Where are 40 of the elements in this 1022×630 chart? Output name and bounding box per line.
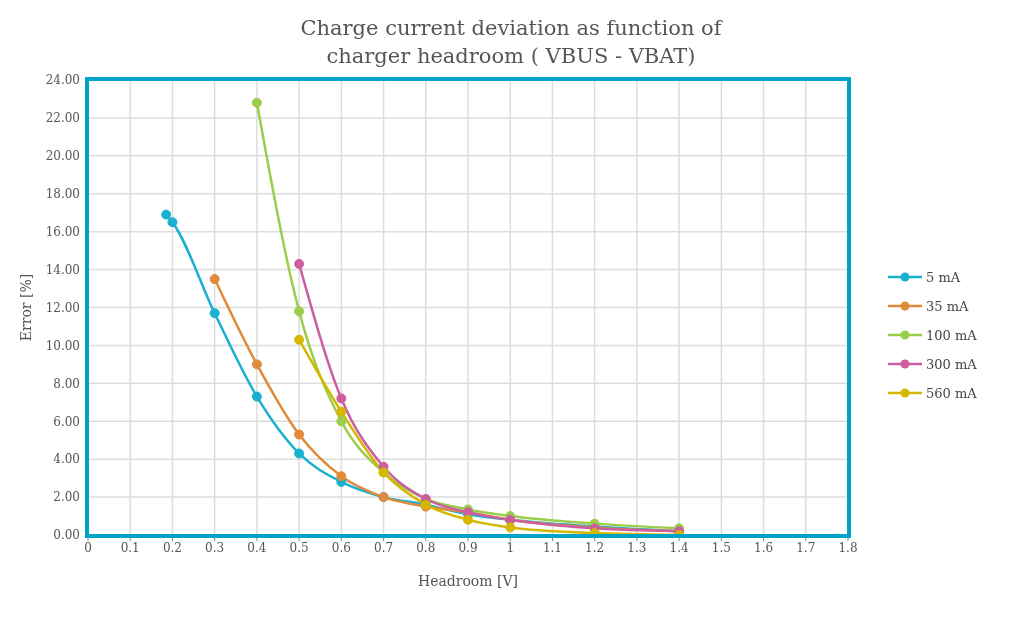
y-tick-label: 0.00 — [53, 528, 80, 543]
y-tick-label: 24.00 — [45, 73, 80, 88]
x-tick-label: 1 — [506, 540, 515, 555]
y-tick-label: 12.00 — [45, 300, 80, 315]
x-tick-label: 0.2 — [162, 540, 182, 555]
y-tick-label: 18.00 — [45, 187, 80, 202]
x-tick-label: 0.4 — [247, 540, 267, 555]
chart-title: Charge current deviation as function of charger headroom ( VBUS - VBAT) — [299, 15, 724, 70]
legend-label: 560 mA — [926, 385, 977, 401]
x-tick-label: 0.8 — [416, 540, 436, 555]
y-tick-label: 4.00 — [53, 452, 80, 467]
y-tick-label: 8.00 — [53, 376, 80, 391]
y-axis-title: Error [%] — [17, 273, 34, 342]
x-axis-title: Headroom [V] — [417, 573, 519, 589]
x-tick-label: 1.5 — [711, 540, 731, 555]
x-tick-label: 1.4 — [669, 540, 690, 555]
y-tick-label: 10.00 — [45, 338, 80, 353]
x-tick-label: 0 — [84, 540, 92, 555]
y-tick-label: 6.00 — [53, 414, 80, 429]
x-tick-label: 0.3 — [205, 540, 225, 555]
x-tick-label: 0.9 — [458, 540, 478, 555]
y-tick-label: 16.00 — [45, 224, 80, 239]
x-tick-label: 1.1 — [542, 540, 562, 555]
legend-label: 35 mA — [926, 298, 969, 314]
y-tick-label: 14.00 — [45, 262, 80, 277]
x-tick-label: 1.7 — [796, 540, 816, 555]
y-tick-label: 2.00 — [53, 490, 80, 505]
x-tick-label: 1.6 — [754, 540, 774, 555]
x-tick-label: 0.1 — [120, 540, 140, 555]
x-tick-label: 1.8 — [838, 540, 858, 555]
y-tick-label: 20.00 — [45, 149, 80, 164]
legend-label: 5 mA — [926, 269, 961, 285]
legend-label: 300 mA — [926, 356, 977, 372]
x-tick-label: 0.7 — [374, 540, 394, 555]
legend-label: 100 mA — [926, 327, 977, 343]
y-tick-label: 22.00 — [45, 111, 80, 126]
x-tick-label: 0.5 — [289, 540, 309, 555]
x-tick-label: 0.6 — [331, 540, 351, 555]
x-tick-label: 1.2 — [585, 540, 605, 555]
x-tick-label: 1.3 — [627, 540, 647, 555]
